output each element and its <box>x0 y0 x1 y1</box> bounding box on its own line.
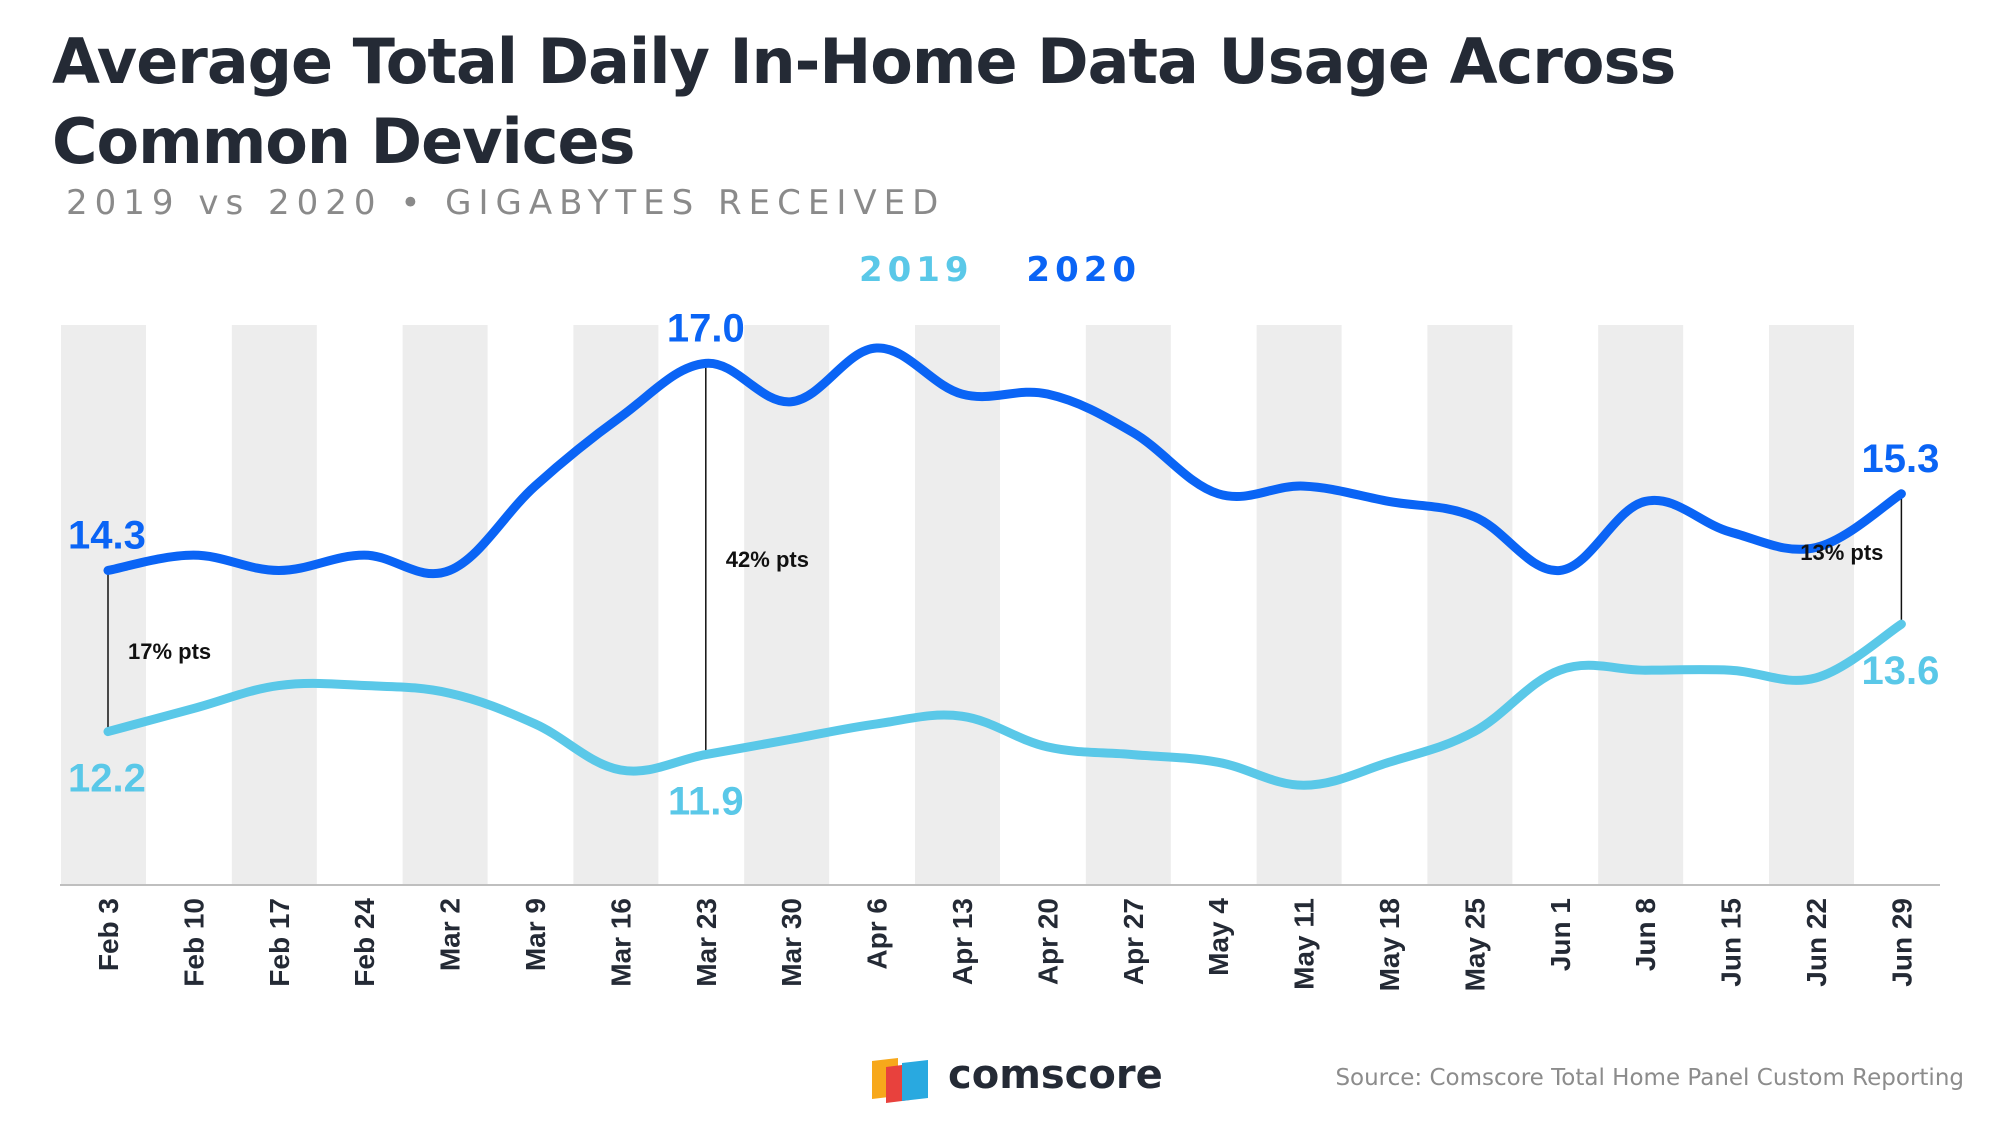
x-tick-label: May 25 <box>1459 898 1490 991</box>
x-tick-label: Mar 16 <box>605 898 636 987</box>
band-10 <box>915 325 1000 885</box>
x-tick-label: Mar 9 <box>520 898 551 971</box>
x-tick-label: Jun 1 <box>1545 898 1576 971</box>
series-line-2020 <box>103 343 1906 579</box>
x-tick-label: Apr 27 <box>1118 898 1149 985</box>
annotations: 17% pts 42% pts 13% pts <box>128 540 1883 664</box>
background-bands <box>61 325 1854 885</box>
diff-annotation: 17% pts <box>128 639 211 664</box>
x-tick-label: Apr 20 <box>1032 898 1063 985</box>
diff-annotation: 42% pts <box>726 547 809 572</box>
x-tick-label: Mar 30 <box>776 898 807 987</box>
x-tick-label: May 18 <box>1374 898 1405 991</box>
diff-annotation: 13% pts <box>1800 540 1883 565</box>
x-tick-label: Jun 8 <box>1630 898 1661 971</box>
band-16 <box>1427 325 1513 885</box>
band-18 <box>1598 325 1684 885</box>
series-lines <box>103 343 1906 790</box>
band-0 <box>61 325 146 885</box>
legend: 2019 2020 <box>0 250 2000 290</box>
point-labels: 14.3 17.0 15.3 12.2 11.9 13.6 <box>68 306 1939 823</box>
brand-name: comscore <box>948 1052 1163 1098</box>
chart-subtitle: 2019 vs 2020 • GIGABYTES RECEIVED <box>66 183 946 223</box>
x-tick-label: May 4 <box>1203 898 1234 976</box>
comscore-logo-icon <box>872 1058 928 1103</box>
series-line-2019 <box>103 619 1906 790</box>
x-tick-label: May 11 <box>1289 898 1320 990</box>
band-8 <box>744 325 830 885</box>
band-6 <box>573 325 659 885</box>
x-tick-label: Apr 13 <box>947 898 978 985</box>
x-tick-label: Mar 23 <box>691 898 722 987</box>
x-tick-labels: Feb 3 Feb 10 Feb 17 Feb 24 Mar 2 Mar 9 Mar 16 M… <box>93 898 1917 992</box>
point-label: 14.3 <box>68 513 146 557</box>
point-label: 17.0 <box>667 306 745 350</box>
band-14 <box>1256 325 1342 885</box>
point-label: 12.2 <box>68 757 146 801</box>
x-tick-label: Mar 2 <box>435 898 466 971</box>
x-tick-label: Jun 15 <box>1716 898 1747 987</box>
reference-lines <box>107 363 1903 755</box>
band-2 <box>231 325 317 885</box>
x-tick-label: Jun 22 <box>1801 898 1832 987</box>
point-label: 11.9 <box>668 780 744 824</box>
x-tick-label: Feb 17 <box>264 898 295 987</box>
x-tick-label: Feb 24 <box>349 898 380 987</box>
point-label: 13.6 <box>1862 649 1940 693</box>
legend-item-2020: 2020 <box>1026 250 1142 290</box>
x-tick-label: Feb 3 <box>93 898 124 971</box>
x-tick-label: Jun 29 <box>1886 898 1917 987</box>
legend-item-2019: 2019 <box>858 250 974 290</box>
point-label: 15.3 <box>1862 437 1940 481</box>
source-note: Source: Comscore Total Home Panel Custom… <box>1335 1065 1964 1091</box>
band-4 <box>402 325 488 885</box>
band-20 <box>1769 325 1854 885</box>
chart-title: Average Total Daily In-Home Data Usage A… <box>52 25 1676 178</box>
x-tick-label: Feb 10 <box>178 898 209 987</box>
x-tick-label: Apr 6 <box>862 898 893 970</box>
